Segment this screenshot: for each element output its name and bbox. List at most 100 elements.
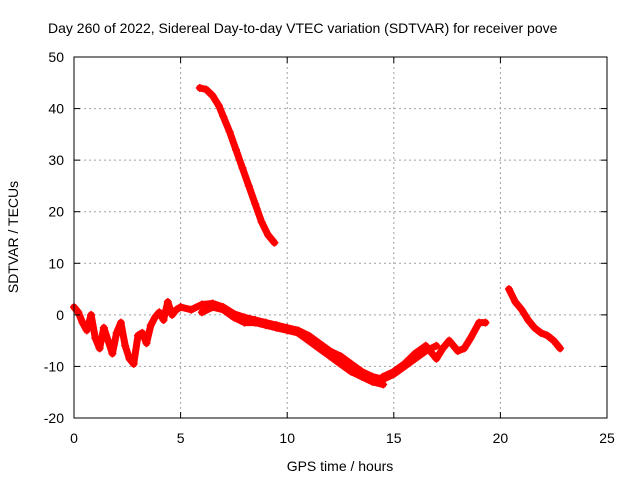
- y-axis-label: SDTVAR / TECUs: [5, 181, 21, 293]
- data-point: [432, 354, 441, 363]
- series-line: [198, 303, 387, 388]
- x-tick-label: 5: [177, 430, 185, 446]
- data-point: [116, 318, 125, 327]
- data-point: [214, 101, 223, 110]
- data-point: [389, 367, 398, 376]
- data-point: [251, 199, 260, 208]
- y-tick-label: 0: [56, 307, 64, 323]
- data-point: [511, 297, 520, 306]
- data-point: [229, 313, 238, 322]
- series-arc-high: [195, 83, 279, 247]
- data-point: [87, 310, 96, 319]
- data-point: [155, 308, 164, 317]
- data-point: [151, 313, 160, 322]
- data-point: [270, 238, 279, 247]
- data-point: [197, 308, 206, 317]
- data-point: [112, 328, 121, 337]
- x-tick-label: 0: [70, 430, 78, 446]
- data-point: [264, 230, 273, 239]
- data-point: [421, 341, 430, 350]
- data-point: [219, 112, 228, 121]
- data-point: [466, 334, 475, 343]
- data-point: [99, 323, 108, 332]
- series-arc-evening: [504, 285, 565, 353]
- data-point: [336, 359, 345, 368]
- y-tick-label: 50: [48, 49, 64, 65]
- data-point: [536, 328, 545, 337]
- data-point: [460, 344, 469, 353]
- data-point: [379, 380, 388, 389]
- series-arc-parallel: [197, 303, 388, 389]
- data-point: [336, 352, 345, 361]
- y-tick-label: -10: [44, 358, 64, 374]
- y-tick-label: -20: [44, 410, 64, 426]
- data-point: [202, 85, 211, 94]
- data-point: [108, 349, 117, 358]
- x-tick-label: 10: [279, 430, 295, 446]
- data-point: [244, 181, 253, 190]
- series-line: [505, 285, 564, 352]
- data-point: [82, 326, 91, 335]
- data-point: [142, 339, 151, 348]
- data-point: [549, 336, 558, 345]
- data-point: [453, 346, 462, 355]
- data-point: [146, 321, 155, 330]
- data-point: [445, 336, 454, 345]
- data-point: [208, 303, 217, 312]
- data-point: [251, 318, 260, 327]
- data-point: [238, 163, 247, 172]
- data-point: [304, 336, 313, 345]
- data-point: [168, 310, 177, 319]
- data-point: [176, 303, 185, 312]
- data-point: [138, 328, 147, 337]
- data-point: [225, 127, 234, 136]
- data-point: [504, 285, 513, 294]
- data-point: [368, 377, 377, 386]
- data-point: [272, 323, 281, 332]
- series-line: [70, 298, 185, 368]
- x-tick-label: 15: [386, 430, 402, 446]
- data-point: [261, 321, 270, 330]
- data-point: [172, 305, 181, 314]
- x-axis-label: GPS time / hours: [287, 458, 394, 474]
- x-tick-label: 25: [599, 430, 615, 446]
- data-point: [91, 334, 100, 343]
- data-point: [257, 218, 266, 227]
- data-point: [432, 341, 441, 350]
- y-tick-label: 10: [48, 255, 64, 271]
- data-point: [219, 305, 228, 314]
- data-point: [556, 344, 565, 353]
- data-point: [283, 326, 292, 335]
- y-tick-label: 40: [48, 101, 64, 117]
- data-point: [400, 359, 409, 368]
- data-point: [481, 318, 490, 327]
- plot-frame: [73, 56, 608, 419]
- data-point: [129, 359, 138, 368]
- y-tick-label: 30: [48, 152, 64, 168]
- x-tick-label: 20: [493, 430, 509, 446]
- data-point: [524, 316, 533, 325]
- series-line: [196, 84, 278, 247]
- data-point: [315, 344, 324, 353]
- data-point: [104, 336, 113, 345]
- data-point: [517, 305, 526, 314]
- data-point: [357, 372, 366, 381]
- data-point: [195, 83, 204, 92]
- data-point: [197, 300, 206, 309]
- data-point: [163, 297, 172, 306]
- data-point: [438, 344, 447, 353]
- data-point: [121, 341, 130, 350]
- data-point: [411, 349, 420, 358]
- data-point: [240, 318, 249, 327]
- data-point: [125, 354, 134, 363]
- data-point: [293, 328, 302, 337]
- data-point: [208, 91, 217, 100]
- data-point: [530, 323, 539, 332]
- data-series: [70, 83, 565, 389]
- data-point: [133, 331, 142, 340]
- y-tick-label: 20: [48, 204, 64, 220]
- series-arc-early: [70, 297, 185, 368]
- data-point: [325, 352, 334, 361]
- data-point: [232, 145, 241, 154]
